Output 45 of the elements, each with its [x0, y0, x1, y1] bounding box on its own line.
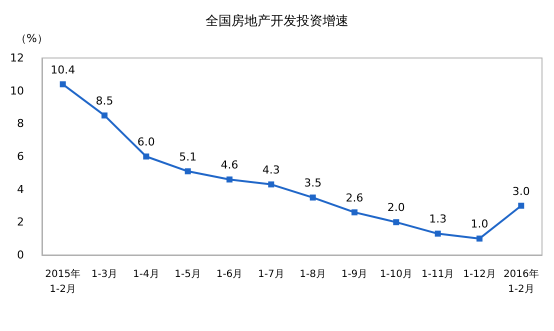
point: [476, 236, 482, 242]
y-tick-label: 0: [17, 248, 24, 262]
y-tick-label: 2: [17, 216, 24, 229]
point: [143, 154, 150, 160]
point: [184, 168, 191, 174]
data-label: 4.3: [262, 163, 280, 176]
data-label: 1.0: [470, 218, 488, 231]
data-label: 1.3: [429, 212, 447, 226]
y-tick-label: 8: [17, 117, 24, 130]
x-tick-label: 1-11月: [421, 269, 454, 280]
y-axis-title: （%）: [16, 32, 48, 45]
x-tick-label: 1-4月: [132, 269, 160, 280]
data-label: 8.5: [96, 94, 114, 108]
x-tick-label: 1-6月: [216, 269, 243, 280]
point: [434, 230, 441, 237]
data-label: 2.0: [387, 201, 405, 214]
point: [352, 209, 358, 216]
point: [310, 194, 316, 201]
y-tick-label: 10: [10, 84, 24, 98]
y-tick-label: 6: [17, 150, 24, 163]
point: [102, 112, 108, 118]
y-tick-label: 4: [17, 182, 24, 196]
chart-title: 全国房地产开发投资增速: [206, 13, 348, 29]
data-label: 6.0: [137, 136, 155, 148]
point: [268, 181, 274, 188]
x-tick-label: 1-9月: [341, 269, 368, 280]
x-tick-label: 2016年 1-2月: [503, 268, 539, 295]
x-tick-label: 1-7月: [258, 269, 284, 280]
data-label: 10.4: [50, 63, 76, 76]
data-label: 3.0: [512, 184, 530, 198]
point: [226, 176, 232, 182]
point: [518, 202, 524, 209]
data-label: 3.5: [304, 176, 322, 190]
y-tick-label: 12: [10, 52, 24, 64]
point: [60, 81, 66, 88]
x-tick-label: 2015年 1-2月: [45, 268, 81, 295]
data-label: 4.6: [220, 158, 238, 172]
x-tick-label: 1-3月: [91, 269, 118, 280]
x-tick-label: 1-8月: [300, 269, 326, 280]
x-tick-label: 1-5月: [174, 269, 202, 280]
data-label: 5.1: [179, 150, 197, 164]
point: [393, 219, 400, 226]
x-tick-label: 1-10月: [380, 269, 413, 280]
data-label: 2.6: [346, 191, 364, 204]
x-tick-label: 1-12月: [463, 269, 496, 280]
